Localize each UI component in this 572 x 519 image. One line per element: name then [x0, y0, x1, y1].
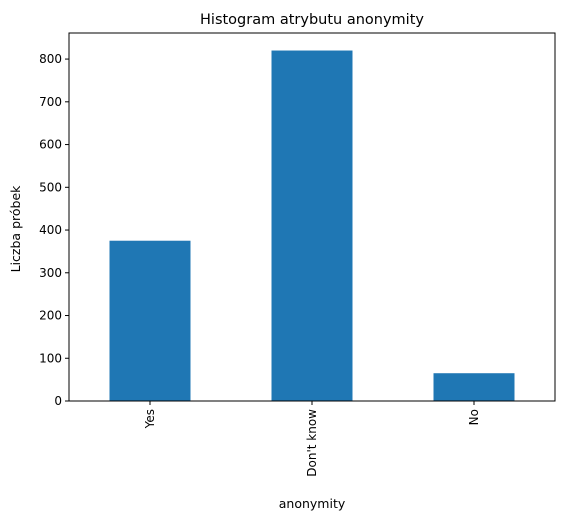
bar: [433, 373, 515, 401]
x-tick-label: Don't know: [305, 409, 319, 477]
y-tick-label: 200: [39, 309, 62, 323]
y-tick-label: 700: [39, 95, 62, 109]
y-tick-label: 800: [39, 52, 62, 66]
y-tick-label: 100: [39, 351, 62, 365]
bar: [109, 240, 191, 401]
y-tick-label: 0: [54, 394, 62, 408]
plot-area: 0 100 200 300 400 500 600 700 800 Yes Don't know No: [39, 32, 556, 477]
x-axis-label: anonymity: [279, 496, 346, 511]
bar: [271, 50, 353, 402]
y-tick-label: 500: [39, 180, 62, 194]
y-tick-label: 600: [39, 138, 62, 152]
y-tick-label: 400: [39, 223, 62, 237]
y-tick-label: 300: [39, 266, 62, 280]
x-tick-label: No: [467, 409, 481, 425]
x-tick-label: Yes: [143, 409, 157, 429]
y-axis-label: Liczba próbek: [8, 185, 23, 273]
chart-title: Histogram atrybutu anonymity: [200, 12, 424, 28]
